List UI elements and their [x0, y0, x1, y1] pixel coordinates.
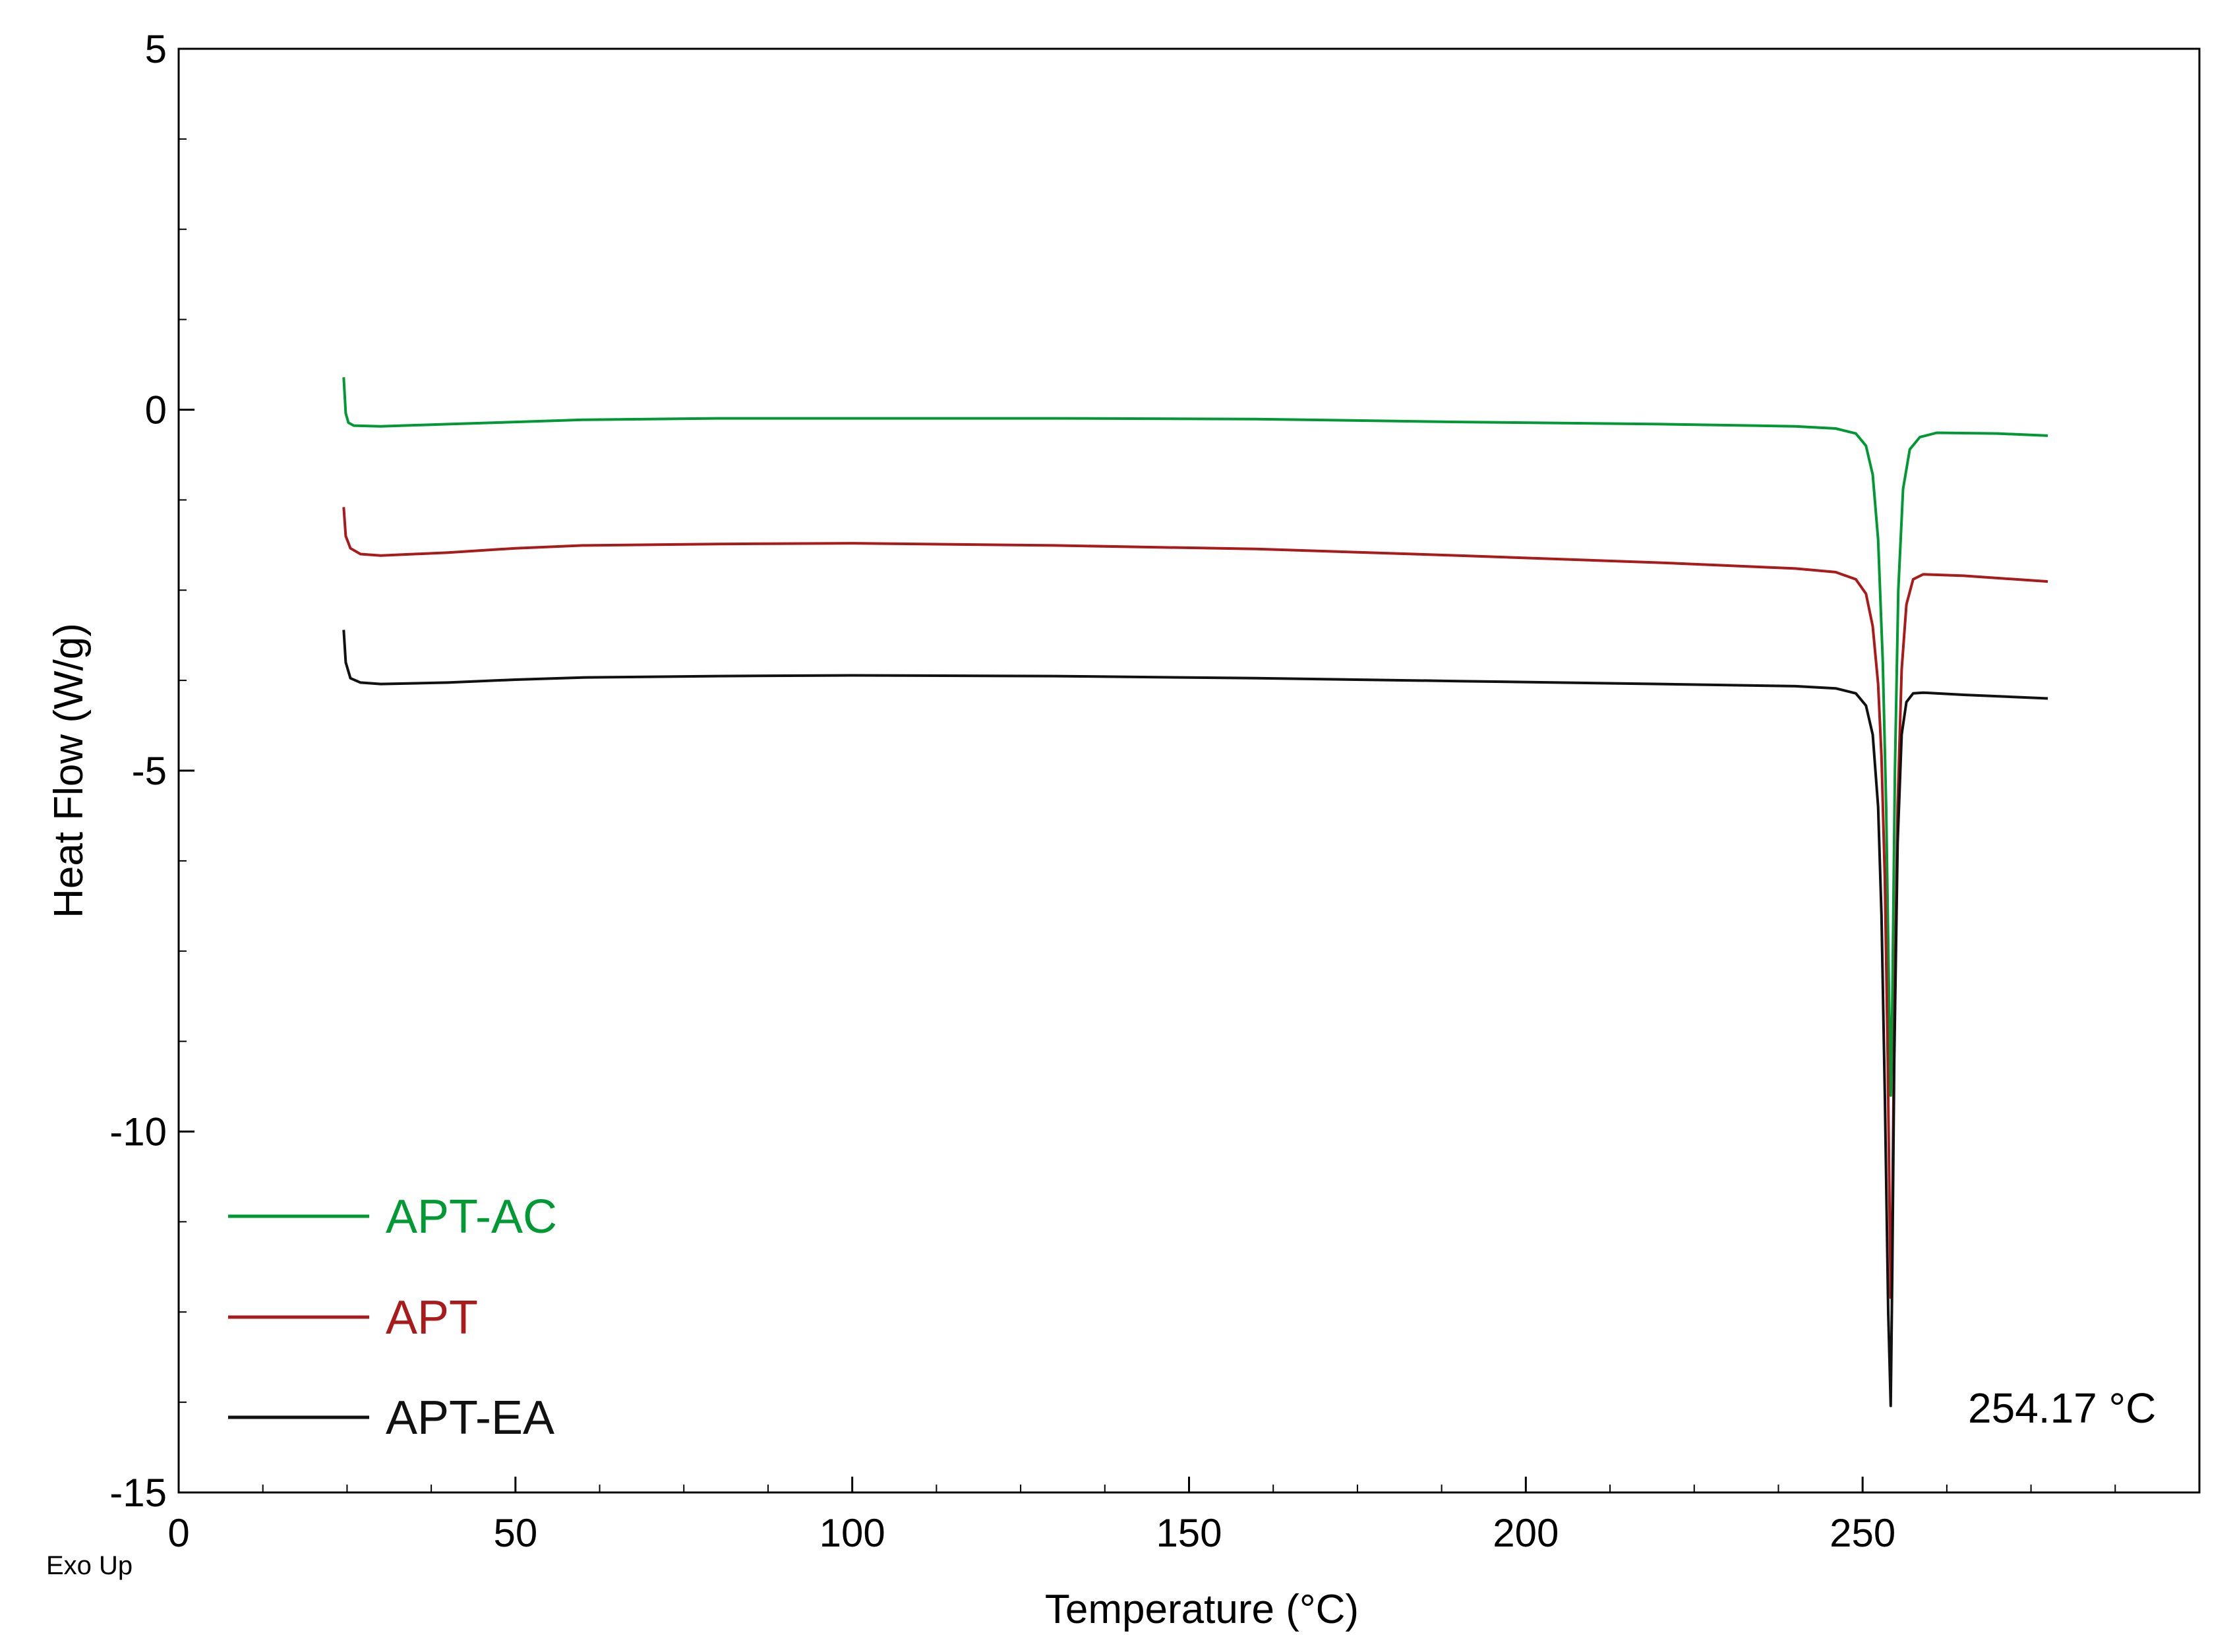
- legend-label: APT-EA: [386, 1392, 554, 1444]
- y-tick-label: -15: [109, 1471, 167, 1515]
- y-tick-label: -10: [109, 1110, 167, 1154]
- major-ticks: [177, 47, 2201, 1494]
- x-tick-label: 0: [167, 1511, 189, 1555]
- minor-ticks: [178, 48, 2200, 1493]
- y-tick-label: 5: [145, 27, 167, 71]
- y-axis-title: Heat Flow (W/g): [46, 623, 92, 918]
- series-lines: [342, 377, 2048, 1407]
- exo-up-label: Exo Up: [46, 1551, 133, 1580]
- x-tick-label: 100: [820, 1511, 885, 1555]
- x-tick-labels: 0 50 100 150 200 250: [167, 1511, 1895, 1555]
- series-line-apt: [342, 507, 2048, 1299]
- x-tick-label: 150: [1156, 1511, 1222, 1555]
- legend: APT-AC APT APT-EA: [228, 1191, 557, 1444]
- y-tick-label: 0: [145, 388, 167, 432]
- peak-annotation: 254.17 °C: [1968, 1384, 2156, 1432]
- y-tick-labels: 5 0 -5 -10 -15: [109, 27, 167, 1515]
- series-line-apt-ea: [342, 630, 2048, 1407]
- x-axis-title: Temperature (°C): [1045, 1587, 1359, 1632]
- x-tick-label: 200: [1493, 1511, 1559, 1555]
- x-tick-label: 50: [493, 1511, 537, 1555]
- y-tick-label: -5: [132, 749, 167, 793]
- legend-label: APT-AC: [386, 1191, 557, 1243]
- series-line-apt-ac: [342, 377, 2048, 1097]
- x-tick-label: 250: [1830, 1511, 1895, 1555]
- plot-frame: [177, 47, 2201, 1494]
- legend-label: APT: [386, 1291, 478, 1344]
